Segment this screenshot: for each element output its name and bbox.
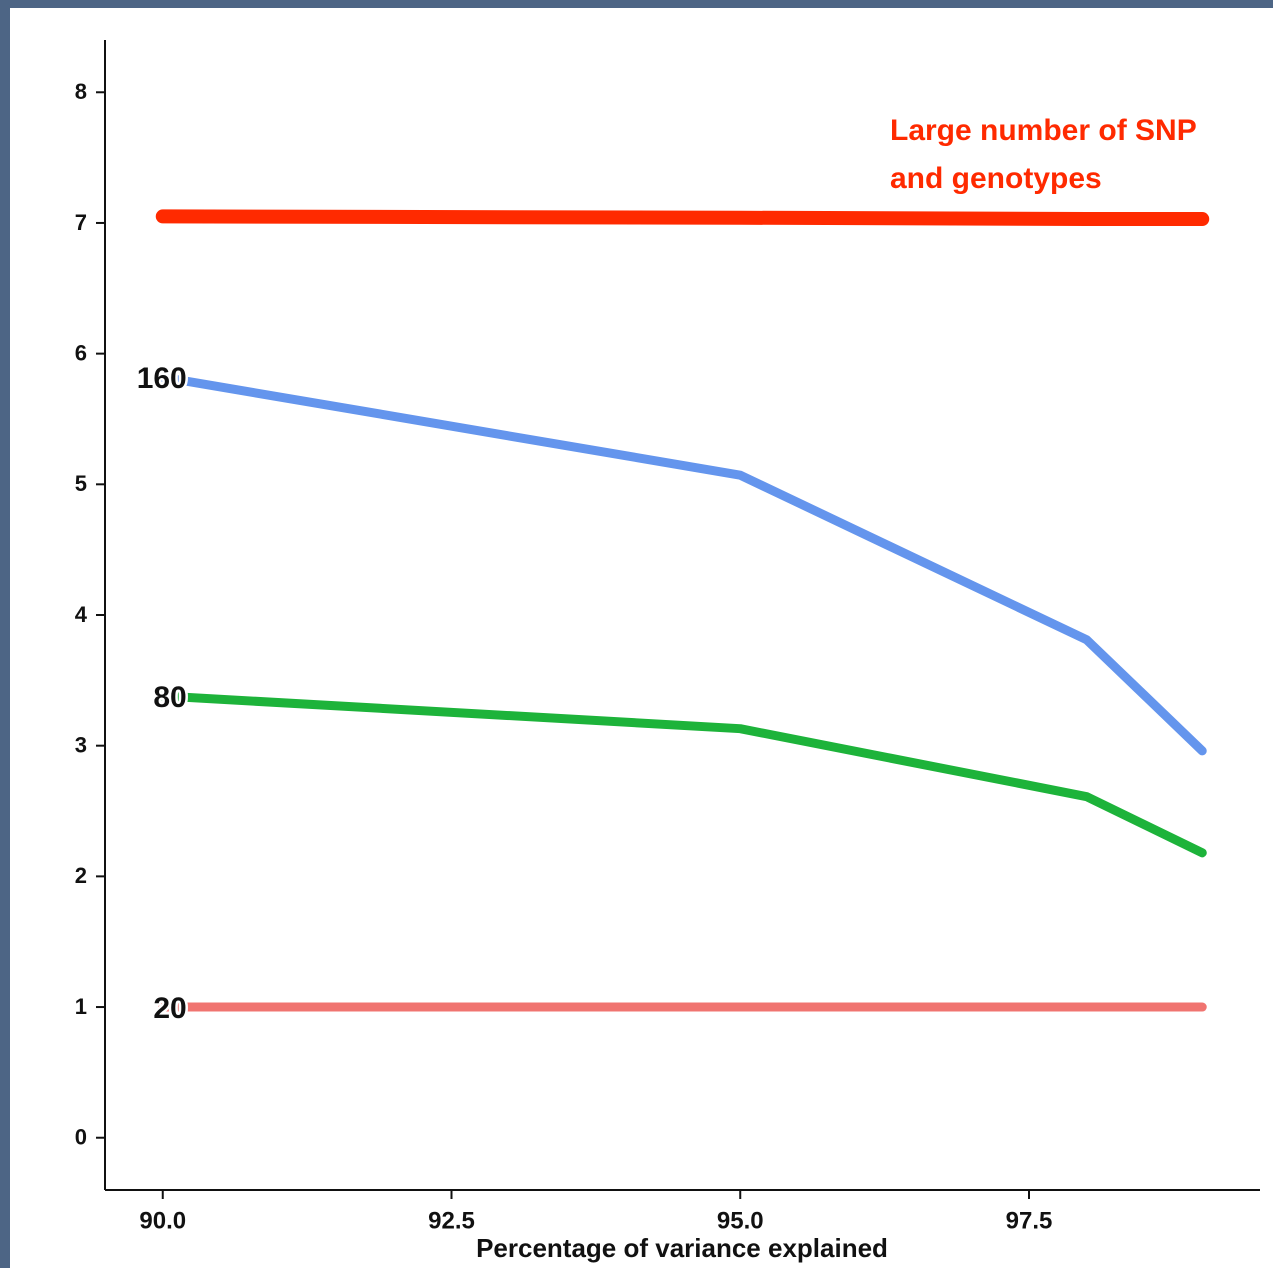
x-tick-label: 92.5 bbox=[428, 1207, 475, 1234]
x-axis-title: Percentage of variance explained bbox=[476, 1233, 888, 1263]
series-line bbox=[158, 691, 1207, 858]
series-label: 20 bbox=[153, 992, 186, 1025]
annotation: Large number of SNP bbox=[890, 114, 1197, 147]
annotation: and genotypes bbox=[890, 162, 1102, 195]
series-line bbox=[155, 209, 1210, 227]
series-label: 160 bbox=[137, 362, 187, 395]
x-tick-label: 95.0 bbox=[717, 1207, 764, 1234]
y-tick-label: 4 bbox=[75, 602, 88, 627]
y-tick-label: 2 bbox=[75, 863, 87, 888]
y-tick-label: 0 bbox=[75, 1125, 87, 1150]
y-tick-label: 5 bbox=[75, 471, 87, 496]
series-line bbox=[158, 372, 1207, 756]
y-tick-label: 8 bbox=[75, 79, 87, 104]
x-tick-label: 90.0 bbox=[139, 1207, 186, 1234]
y-tick-label: 7 bbox=[75, 210, 87, 235]
series-label: 80 bbox=[153, 681, 186, 714]
y-tick-label: 3 bbox=[75, 732, 87, 757]
y-tick-label: 6 bbox=[75, 340, 87, 365]
y-tick-label: 1 bbox=[75, 994, 87, 1019]
x-tick-label: 97.5 bbox=[1006, 1207, 1053, 1234]
